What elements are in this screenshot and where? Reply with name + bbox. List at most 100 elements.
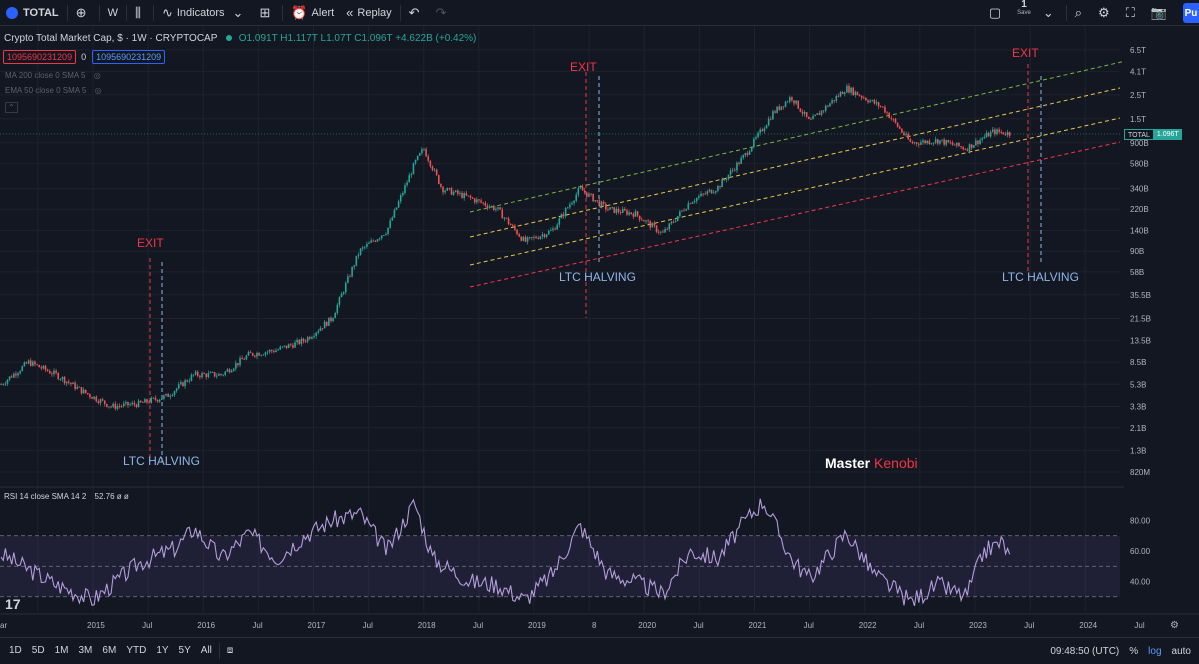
range-button-ytd[interactable]: YTD xyxy=(126,645,147,656)
range-button-1d[interactable]: 1D xyxy=(9,645,22,656)
candles-icon: ⫼ xyxy=(134,4,141,20)
candle-body xyxy=(590,193,592,195)
range-button-5y[interactable]: 5Y xyxy=(178,645,191,656)
candle-body xyxy=(150,397,153,403)
candle-body xyxy=(215,375,218,377)
candle-body xyxy=(402,192,404,196)
eye-hidden-icon[interactable]: ◎ xyxy=(94,86,102,95)
symbol-search[interactable]: TOTAL xyxy=(0,0,65,26)
replay-button[interactable]: « Replay xyxy=(340,0,397,26)
candle-body xyxy=(211,372,214,374)
candle-body xyxy=(649,221,652,228)
price-tick: 900B xyxy=(1130,139,1149,148)
collapse-legend-button[interactable]: ⌃ xyxy=(5,102,18,113)
range-button-all[interactable]: All xyxy=(200,645,212,656)
search-button[interactable]: ⌕ xyxy=(1069,0,1092,26)
clock-time[interactable]: 09:48:50 (UTC) xyxy=(1050,645,1120,657)
publish-label: Pu xyxy=(1184,7,1198,19)
interval-button[interactable]: W xyxy=(102,0,124,26)
snapshot-button[interactable]: 📷 xyxy=(1145,0,1177,26)
candle-body xyxy=(839,92,842,97)
log-toggle[interactable]: log xyxy=(1148,645,1162,657)
candle-body xyxy=(725,179,728,181)
candle-body xyxy=(97,401,100,404)
candle-body xyxy=(672,221,675,223)
save-button[interactable]: 1 Save xyxy=(1011,0,1037,26)
settings-button[interactable]: ⚙ xyxy=(1092,0,1120,26)
price-chart[interactable]: 6.5T 4.1T 2.5T 1.5T 900B 580B 340B 220B 140B 90B 5… xyxy=(0,26,1199,637)
candle-body xyxy=(960,146,962,148)
candle-body xyxy=(748,151,751,155)
range-button-1y[interactable]: 1Y xyxy=(156,645,169,656)
candle-body xyxy=(852,87,855,96)
time-tick: 2023 xyxy=(969,621,987,630)
eye-hidden-icon[interactable]: ◎ xyxy=(93,71,101,80)
value-box-blue[interactable]: 1095690231209 xyxy=(92,50,166,64)
candle-body xyxy=(621,208,624,213)
candle-body xyxy=(256,352,258,357)
candle-body xyxy=(180,382,182,385)
price-tick: 5.3B xyxy=(1130,380,1146,389)
candle-body xyxy=(545,234,548,237)
publish-button[interactable]: Pu xyxy=(1183,3,1199,23)
legend-high: H1.117T xyxy=(280,33,318,44)
candle-body xyxy=(913,142,916,144)
candle-body xyxy=(541,234,544,237)
candle-body xyxy=(340,293,343,298)
value-box-red[interactable]: 1095690231209 xyxy=(3,50,77,64)
candle-body xyxy=(199,375,201,378)
chart-type-button[interactable]: ⫼ xyxy=(129,0,151,26)
rewind-icon: « xyxy=(346,5,354,20)
goto-date-button[interactable]: ⧈ xyxy=(222,645,238,656)
indicator-ma200[interactable]: MA 200 close 0 SMA 5 ◎ xyxy=(5,71,101,80)
candle-body xyxy=(397,201,400,208)
candle-body xyxy=(719,186,721,188)
indicator-ema50[interactable]: EMA 50 close 0 SMA 5 ◎ xyxy=(5,86,102,95)
candle-body xyxy=(533,236,535,238)
candle-body xyxy=(63,377,66,384)
candle-body xyxy=(875,102,878,104)
value-zero: 0 xyxy=(81,52,87,62)
indicators-button[interactable]: ∿ Indicators ⌄ xyxy=(156,0,254,26)
candle-body xyxy=(182,382,184,387)
candle-body xyxy=(939,140,941,144)
legend-value-boxes: 1095690231209 0 1095690231209 xyxy=(3,50,166,64)
candle-body xyxy=(370,240,372,243)
candle-body xyxy=(29,360,32,366)
candle-body xyxy=(907,133,909,140)
candle-body xyxy=(300,338,303,344)
candle-body xyxy=(975,140,977,146)
range-button-5d[interactable]: 5D xyxy=(31,645,45,656)
candle-body xyxy=(289,344,292,346)
save-menu-button[interactable]: ⌄ xyxy=(1037,0,1064,26)
price-tick: 3.3B xyxy=(1130,403,1146,412)
range-button-1m[interactable]: 1M xyxy=(54,645,69,656)
range-button-6m[interactable]: 6M xyxy=(102,645,117,656)
layouts-button[interactable]: ⊞ xyxy=(253,0,280,26)
redo-button[interactable]: ↷ xyxy=(430,0,457,26)
alert-button[interactable]: ⏰ Alert xyxy=(285,0,340,26)
percent-toggle[interactable]: % xyxy=(1129,645,1139,657)
candle-body xyxy=(425,149,427,157)
candle-body xyxy=(270,349,273,352)
auto-toggle[interactable]: auto xyxy=(1171,645,1191,657)
candle-body xyxy=(949,142,952,144)
candle-body xyxy=(738,162,740,164)
candle-body xyxy=(194,371,197,375)
candle-body xyxy=(812,115,814,120)
candle-body xyxy=(786,101,789,103)
candle-body xyxy=(613,207,616,213)
compare-button[interactable]: ⊕ xyxy=(70,0,97,26)
candle-body xyxy=(125,401,127,404)
layout-select-button[interactable]: ▢ xyxy=(983,0,1011,26)
fullscreen-button[interactable]: ⛶ xyxy=(1120,0,1145,26)
tradingview-logo[interactable]: 17 xyxy=(5,596,21,612)
range-button-3m[interactable]: 3M xyxy=(78,645,93,656)
time-tick: 2021 xyxy=(749,621,767,630)
candle-body xyxy=(442,186,444,193)
candle-body xyxy=(535,236,537,239)
candle-body xyxy=(670,221,673,224)
candle-body xyxy=(928,140,931,145)
undo-button[interactable]: ↶ xyxy=(403,0,430,26)
candle-body xyxy=(556,224,559,230)
